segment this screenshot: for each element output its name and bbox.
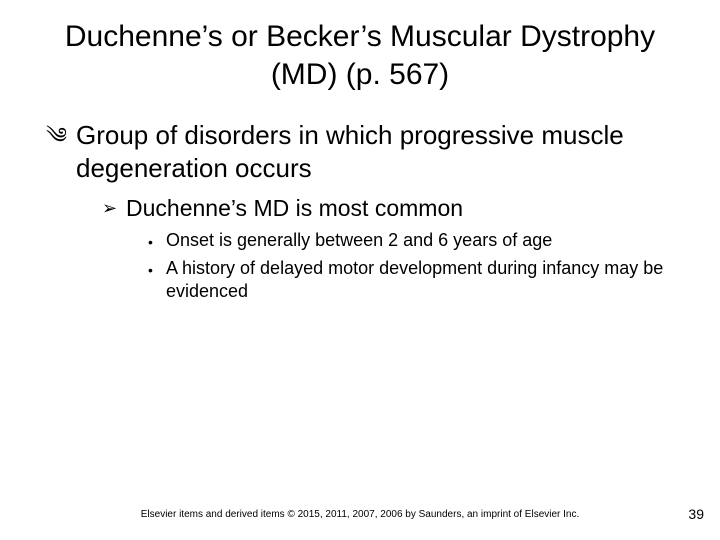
bullet-marker-l3a: •	[148, 234, 166, 250]
bullet-level-2: ➢ Duchenne’s MD is most common	[102, 194, 680, 223]
page-number: 39	[688, 506, 704, 522]
bullet-text-l3b: A history of delayed motor development d…	[166, 257, 680, 302]
bullet-text-l3a: Onset is generally between 2 and 6 years…	[166, 229, 552, 252]
bullet-marker-l1: ༄	[46, 125, 76, 147]
bullet-level-3: • Onset is generally between 2 and 6 yea…	[148, 229, 680, 252]
copyright-text: Elsevier items and derived items © 2015,…	[0, 509, 720, 520]
bullet-text-l2: Duchenne’s MD is most common	[126, 194, 463, 223]
bullet-marker-l3b: •	[148, 262, 166, 278]
slide-container: Duchenne’s or Becker’s Muscular Dystroph…	[0, 0, 720, 540]
bullet-marker-l2: ➢	[102, 198, 126, 219]
bullet-text-l1: Group of disorders in which progressive …	[76, 119, 680, 184]
bullet-level-1: ༄ Group of disorders in which progressiv…	[46, 119, 680, 184]
bullet-level-3: • A history of delayed motor development…	[148, 257, 680, 302]
slide-title: Duchenne’s or Becker’s Muscular Dystroph…	[60, 18, 660, 93]
